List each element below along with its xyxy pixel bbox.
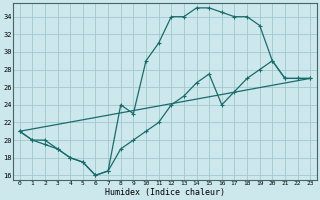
X-axis label: Humidex (Indice chaleur): Humidex (Indice chaleur)	[105, 188, 225, 197]
